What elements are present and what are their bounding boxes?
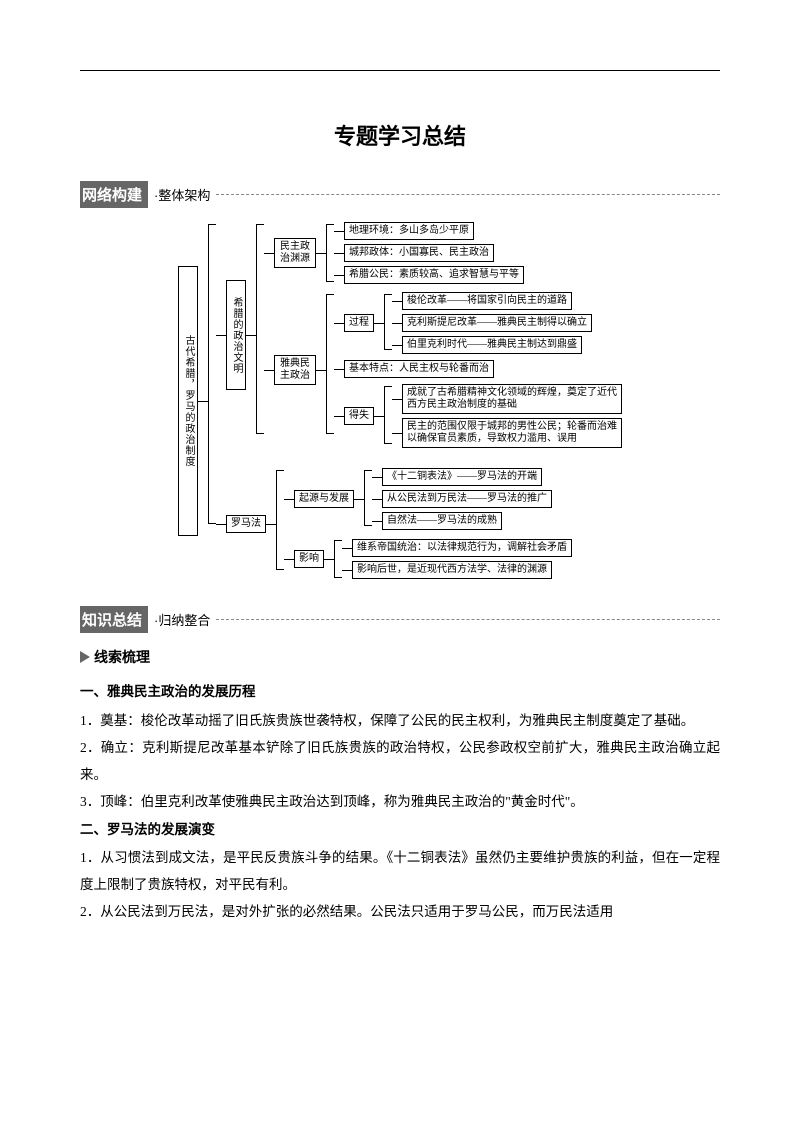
para: 1．奠基：梭伦改革动摇了旧氏族贵族世袭特权，保障了公民的民主权利，为雅典民主制度… <box>80 707 720 734</box>
leaf: 希腊公民：素质较高、追求智慧与平等 <box>344 266 524 284</box>
leaf: 成就了古希腊精神文化领域的辉煌，奠定了近代西方民主政治制度的基础 <box>402 384 622 414</box>
leaf: 维系帝国统治：以法律规范行为，调解社会矛盾 <box>352 539 572 557</box>
athens-node: 雅典民主政治 <box>274 355 316 385</box>
leaf: 从公民法到万民法——罗马法的推广 <box>382 490 552 508</box>
dash-line <box>216 194 720 195</box>
page-title: 专题学习总结 <box>80 119 720 151</box>
rome-effect-node: 影响 <box>294 550 324 568</box>
leaf: 城邦政体：小国寡民、民主政治 <box>344 244 494 262</box>
leaf: 民主的范围仅限于城邦的男性公民；轮番而治难以确保官员素质，导致权力滥用、误用 <box>402 418 622 448</box>
section-sub: ·整体架构 <box>148 185 216 204</box>
top-rule <box>80 70 720 71</box>
rome-node: 罗马法 <box>226 515 266 533</box>
heading-rome: 二、罗马法的发展演变 <box>80 815 720 845</box>
leaf: 《十二铜表法》——罗马法的开端 <box>382 468 542 486</box>
leaf: 地理环境：多山多岛少平原 <box>344 222 474 240</box>
section-summary-header: 知识总结 ·归纳整合 <box>80 606 720 633</box>
tree-diagram: 古代希腊，罗马的政治制度 希腊的政治文明 民主政治渊源 <box>80 222 720 580</box>
clue-heading: 线索梳理 <box>80 647 720 667</box>
section-band: 网络构建 <box>80 181 148 208</box>
origin-node: 民主政治渊源 <box>274 238 316 268</box>
gainloss-node: 得失 <box>344 407 374 425</box>
leaf: 克利斯提尼改革——雅典民主制得以确立 <box>402 314 592 332</box>
section-network-header: 网络构建 ·整体架构 <box>80 181 720 208</box>
leaf: 伯里克利时代——雅典民主制达到鼎盛 <box>402 336 582 354</box>
para: 2．从公民法到万民法，是对外扩张的必然结果。公民法只适用于罗马公民，而万民法适用 <box>80 898 720 925</box>
triangle-icon <box>80 651 90 663</box>
greek-node: 希腊的政治文明 <box>226 280 246 390</box>
para: 3．顶峰：伯里克利改革使雅典民主政治达到顶峰，称为雅典民主政治的"黄金时代"。 <box>80 788 720 815</box>
clue-title: 线索梳理 <box>94 647 150 667</box>
section-band: 知识总结 <box>80 606 148 633</box>
leaf: 影响后世，是近现代西方法学、法律的渊源 <box>352 561 552 579</box>
rome-origin-node: 起源与发展 <box>294 490 354 508</box>
root-node: 古代希腊，罗马的政治制度 <box>178 266 198 536</box>
para: 1．从习惯法到成文法，是平民反贵族斗争的结果。《十二铜表法》虽然仍主要维护贵族的… <box>80 844 720 898</box>
leaf: 梭伦改革——将国家引向民主的道路 <box>402 292 572 310</box>
leaf: 自然法——罗马法的成熟 <box>382 512 502 530</box>
para: 2．确立：克利斯提尼改革基本铲除了旧氏族贵族的政治特权，公民参政权空前扩大，雅典… <box>80 734 720 788</box>
heading-athens: 一、雅典民主政治的发展历程 <box>80 677 720 707</box>
process-node: 过程 <box>344 314 374 332</box>
leaf: 基本特点：人民主权与轮番而治 <box>344 360 494 378</box>
section-sub: ·归纳整合 <box>148 610 216 629</box>
dash-line <box>216 619 720 620</box>
